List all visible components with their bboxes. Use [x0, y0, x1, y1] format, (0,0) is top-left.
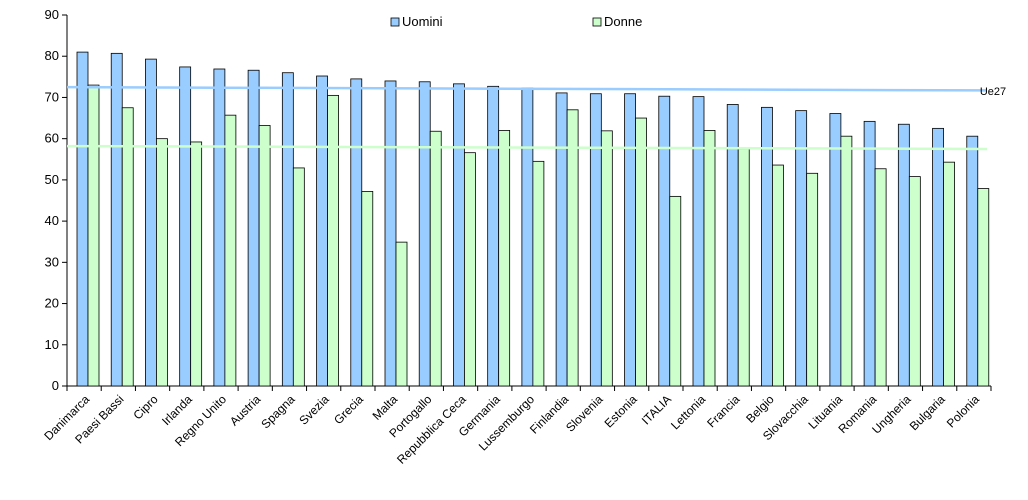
bar-uomini	[726, 104, 739, 387]
y-tick-label: 90	[45, 7, 59, 22]
bar-uomini	[624, 93, 636, 387]
legend-swatch	[592, 17, 602, 27]
bar-donne	[874, 168, 887, 387]
y-tick-label: 20	[45, 296, 59, 311]
bar-donne	[87, 84, 100, 387]
bar-uomini	[521, 87, 534, 387]
bar-uomini	[863, 120, 876, 387]
bar-uomini	[829, 113, 842, 387]
bar-donne	[395, 241, 408, 387]
bar-donne	[498, 130, 511, 387]
y-tick-label: 30	[45, 254, 59, 269]
category-label: Malta	[370, 392, 401, 423]
bar-donne	[566, 109, 579, 387]
category-label: Svezia	[296, 392, 332, 428]
reference-line	[66, 85, 988, 92]
y-tick-label: 40	[45, 213, 59, 228]
bar-uomini	[897, 123, 910, 387]
bar-donne	[977, 188, 990, 387]
y-tick-label: 80	[45, 48, 59, 63]
bar-donne	[840, 135, 853, 387]
bar-donne	[737, 148, 750, 387]
bar-uomini	[487, 85, 500, 387]
reference-line	[66, 144, 988, 151]
bar-donne	[327, 94, 339, 387]
bar-uomini	[795, 110, 808, 387]
legend-swatch	[390, 17, 400, 27]
bar-donne	[635, 117, 647, 387]
bar-uomini	[453, 83, 465, 387]
bar-uomini	[966, 135, 979, 387]
bar-uomini	[589, 93, 602, 387]
category-label: Lettonia	[668, 392, 708, 432]
bar-donne	[703, 130, 716, 387]
bar-donne	[669, 195, 682, 387]
bar-donne	[429, 130, 442, 387]
bar-uomini	[932, 127, 944, 387]
category-label: Spagna	[258, 392, 297, 431]
bar-donne	[806, 172, 819, 387]
legend-label: Uomini	[402, 14, 443, 29]
bar-donne	[121, 107, 134, 387]
bar-uomini	[76, 51, 89, 387]
bar-donne	[258, 125, 271, 387]
bar-uomini	[110, 52, 123, 387]
legend-label: Donne	[604, 14, 642, 29]
y-tick-label: 70	[45, 89, 59, 104]
bar-uomini	[555, 92, 568, 387]
bar-uomini	[350, 78, 363, 387]
bar-uomini	[213, 68, 226, 387]
bar-uomini	[692, 96, 705, 387]
bar-uomini	[179, 66, 192, 387]
category-label: Bulgaria	[907, 392, 948, 433]
bar-uomini	[247, 69, 260, 387]
bar-donne	[224, 114, 237, 387]
bar-donne	[361, 191, 374, 387]
bar-donne	[156, 138, 168, 387]
bar-donne	[532, 160, 545, 387]
category-label: Cipro	[130, 392, 160, 422]
bar-donne	[772, 164, 784, 387]
bar-donne	[292, 167, 305, 387]
bar-uomini	[658, 95, 671, 387]
category-label: Austria	[227, 392, 264, 429]
bar-uomini	[281, 72, 294, 387]
category-label: Francia	[704, 392, 742, 430]
category-label: Finlandia	[527, 392, 572, 437]
bar-uomini	[316, 75, 328, 387]
y-tick-label: 10	[45, 337, 59, 352]
bar-donne	[908, 176, 921, 387]
category-label: Polonia	[944, 392, 982, 430]
bar-donne	[190, 141, 203, 387]
bar-donne	[464, 152, 476, 387]
category-label: Grecia	[331, 392, 366, 427]
category-label: Slovenia	[563, 392, 606, 435]
y-tick-label: 0	[52, 378, 59, 393]
bar-donne	[600, 130, 613, 387]
y-tick-label: 50	[45, 172, 59, 187]
bar-uomini	[418, 81, 431, 387]
category-label: Estonia	[602, 392, 640, 430]
bar-uomini	[145, 58, 157, 387]
reference-line-label: Ue27	[980, 86, 1006, 98]
bar-donne	[943, 161, 955, 387]
y-tick-label: 60	[45, 131, 59, 146]
bar-uomini	[384, 80, 397, 387]
